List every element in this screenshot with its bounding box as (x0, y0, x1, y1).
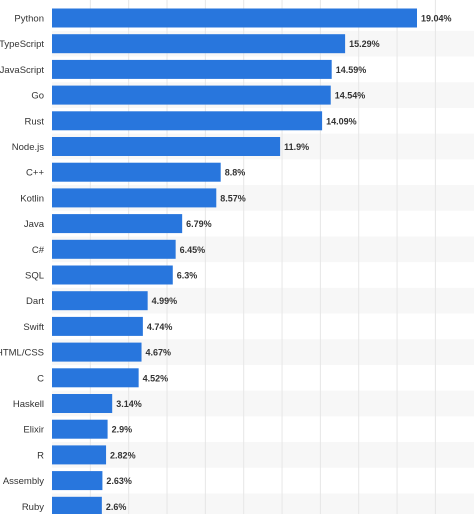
data-label: 11.9% (284, 142, 309, 152)
data-label: 2.63% (106, 476, 132, 486)
bar[interactable] (52, 471, 103, 491)
row-stripe (52, 390, 474, 417)
category-label: Dart (26, 296, 44, 307)
data-labels: 19.04% 15.29% 14.59% 14.54% 14.09% 11.9% 8.8% 8… (106, 14, 452, 512)
data-label: 6.3% (177, 271, 198, 281)
bar[interactable] (52, 162, 221, 182)
bar[interactable] (52, 394, 113, 413)
category-label: Kotlin (20, 193, 44, 204)
data-label: 15.29% (349, 39, 380, 49)
data-label: 2.9% (112, 425, 133, 435)
category-label: HTML/CSS (0, 348, 44, 359)
category-label: TypeScript (0, 39, 44, 50)
bar[interactable] (52, 496, 102, 516)
bar[interactable] (52, 265, 173, 285)
bar[interactable] (52, 59, 332, 79)
bar[interactable] (52, 214, 183, 234)
bar[interactable] (52, 291, 148, 311)
category-label: Python (14, 14, 44, 25)
bar[interactable] (52, 445, 107, 465)
data-label: 6.45% (180, 245, 206, 255)
bar[interactable] (52, 85, 331, 105)
bar[interactable] (52, 316, 143, 336)
bar[interactable] (52, 111, 323, 131)
bar[interactable] (52, 34, 346, 54)
data-label: 2.6% (106, 502, 127, 512)
category-labels: Python TypeScript JavaScript Go Rust Node.js C… (0, 14, 45, 513)
data-label: 14.59% (336, 65, 367, 75)
bar[interactable] (52, 368, 139, 388)
bar[interactable] (52, 239, 176, 259)
category-label: Ruby (22, 502, 44, 513)
bar[interactable] (52, 8, 417, 28)
bar[interactable] (52, 419, 108, 439)
category-label: R (37, 450, 44, 461)
category-label: JavaScript (0, 65, 44, 76)
category-label: Go (31, 91, 44, 102)
data-label: 4.99% (152, 296, 178, 306)
data-label: 4.74% (147, 322, 173, 332)
data-label: 8.57% (220, 193, 246, 203)
bar[interactable] (52, 342, 142, 362)
category-label: Java (24, 219, 45, 230)
category-label: Assembly (3, 476, 44, 487)
bar[interactable] (52, 188, 217, 208)
category-label: Node.js (12, 142, 44, 153)
data-label: 14.09% (326, 116, 357, 126)
data-label: 4.52% (143, 373, 169, 383)
data-label: 8.8% (225, 168, 246, 178)
data-label: 3.14% (116, 399, 142, 409)
category-label: Haskell (13, 399, 44, 410)
category-label: C (37, 373, 44, 384)
data-label: 14.54% (335, 91, 366, 101)
category-label: Elixir (23, 425, 44, 436)
category-label: SQL (25, 271, 44, 282)
category-label: Rust (24, 116, 44, 127)
bar[interactable] (52, 137, 281, 156)
data-label: 4.67% (146, 348, 172, 358)
category-label: C++ (26, 168, 44, 179)
row-stripe (52, 442, 474, 468)
bars (52, 8, 417, 516)
data-label: 2.82% (110, 450, 136, 460)
data-label: 19.04% (421, 14, 452, 24)
data-label: 6.79% (186, 219, 212, 229)
category-label: C# (32, 245, 45, 256)
category-label: Swift (23, 322, 44, 333)
